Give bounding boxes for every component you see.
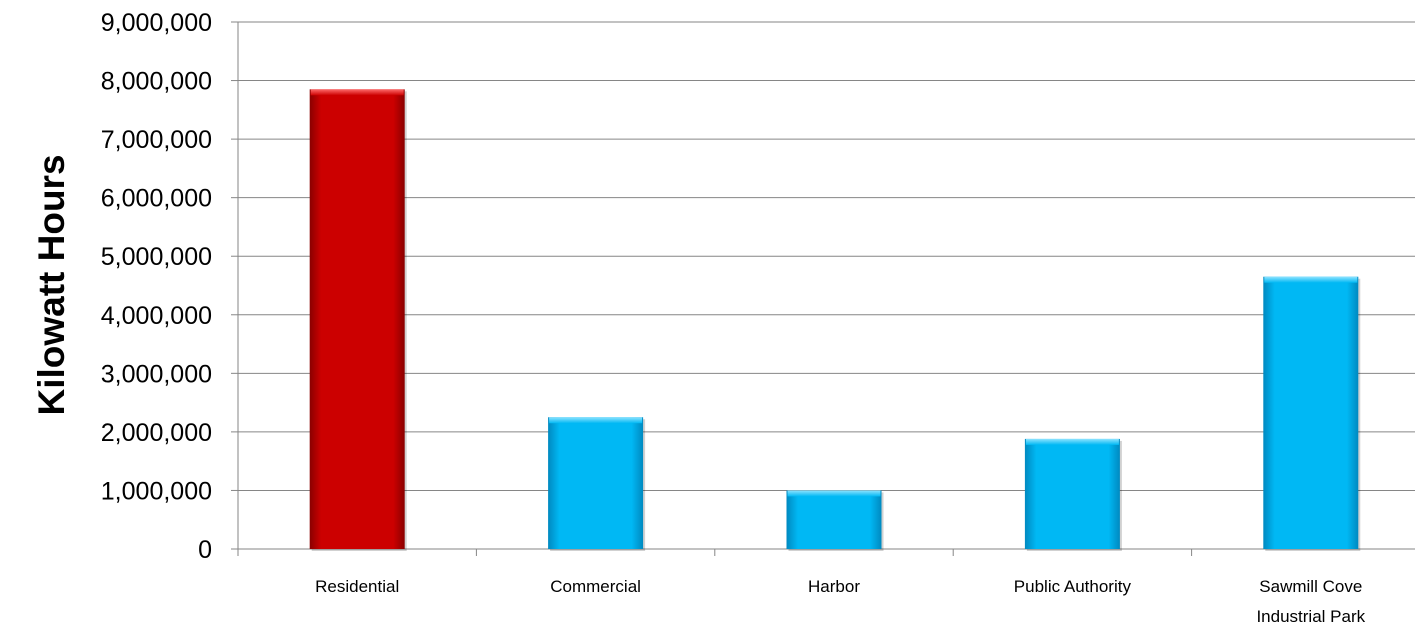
y-tick-label: 9,000,000 <box>101 9 212 37</box>
bar-2 <box>548 417 646 551</box>
x-tick-label: Public Authority <box>1014 577 1132 596</box>
y-tick-labels: 0 1,000,000 2,000,000 3,000,000 4,000,000 5,0… <box>101 9 212 564</box>
bar-5 <box>1263 276 1361 551</box>
bar <box>1263 276 1359 549</box>
bar-3 <box>786 490 884 551</box>
x-tick-labels: Residential Commercial Harbor Public Author… <box>315 577 1365 626</box>
axes <box>231 21 1415 556</box>
y-tick-label: 4,000,000 <box>101 302 212 330</box>
y-tick-label: 3,000,000 <box>101 360 212 388</box>
gridlines <box>238 21 1415 491</box>
y-axis-title: Kilowatt Hours <box>31 154 72 415</box>
y-tick-label: 8,000,000 <box>101 68 212 96</box>
bar-cap <box>1025 438 1119 445</box>
y-tick-label: 2,000,000 <box>101 419 212 447</box>
bar-cap <box>787 490 881 497</box>
bar-1 <box>309 89 407 551</box>
x-tick-label: Residential <box>315 577 399 596</box>
y-tick-label: 7,000,000 <box>101 126 212 154</box>
x-tick-label: Sawmill Cove Industrial Park <box>1256 577 1365 626</box>
bar-cap <box>549 417 643 424</box>
bar <box>309 89 405 549</box>
bar-4 <box>1024 438 1122 551</box>
x-tick-label: Harbor <box>808 577 860 596</box>
y-tick-label: 1,000,000 <box>101 477 212 505</box>
bar-cap <box>1264 276 1358 283</box>
x-tick-label: Commercial <box>550 577 641 596</box>
y-tick-label: 6,000,000 <box>101 185 212 213</box>
bar <box>548 417 644 549</box>
y-tick-label: 5,000,000 <box>101 243 212 271</box>
y-tick-label: 0 <box>198 536 212 564</box>
bars <box>309 89 1361 551</box>
bar-cap <box>310 89 404 96</box>
bar <box>786 490 882 549</box>
bar <box>1024 438 1120 549</box>
